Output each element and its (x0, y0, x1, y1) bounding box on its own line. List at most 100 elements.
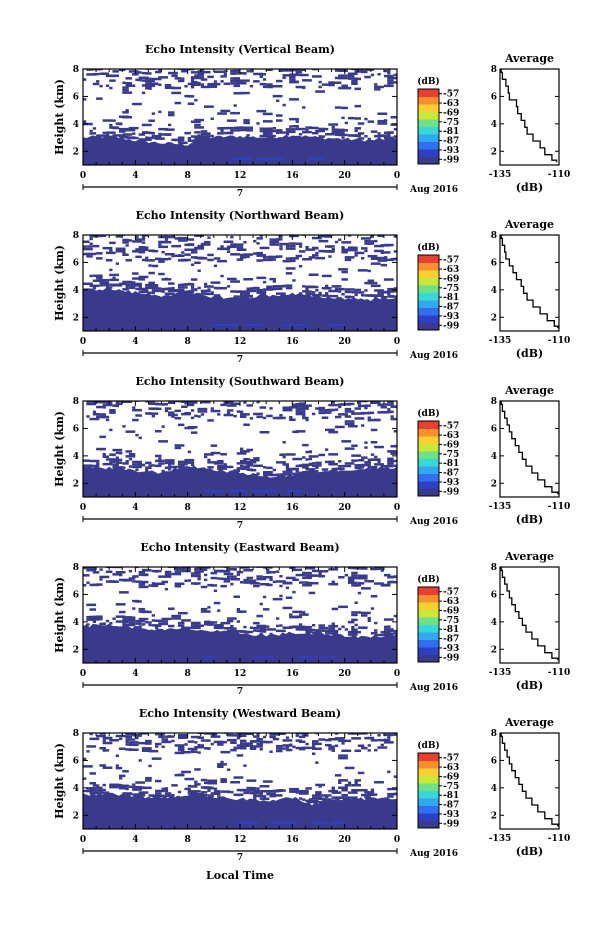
echo-cell (347, 295, 355, 299)
echo-cell (151, 624, 159, 627)
echo-cell (256, 472, 260, 475)
echo-noise (83, 567, 397, 637)
colorbar-tick-label: -57 (443, 754, 459, 764)
echo-cell (341, 270, 348, 274)
echo-cell (138, 733, 149, 735)
echo-cell (361, 614, 368, 617)
echo-region-lower (83, 623, 397, 663)
echo-cell (187, 243, 195, 246)
echo-cell (141, 290, 146, 294)
echo-cell (164, 253, 175, 256)
echo-cell (122, 88, 129, 92)
echo-cell (370, 255, 375, 258)
echo-cell (243, 791, 250, 795)
echo-cell (276, 114, 283, 117)
echo-cell (96, 617, 103, 621)
echo-cell (240, 410, 244, 414)
echo-cell (259, 627, 267, 630)
echo-cell (383, 243, 394, 247)
echo-cell (387, 401, 394, 404)
echo-strong-cell (256, 158, 272, 161)
echo-cell (223, 465, 234, 469)
echo-cell (279, 242, 290, 246)
echo-strong-cell (282, 822, 299, 825)
echo-cell (174, 751, 185, 755)
echo-cell (331, 81, 342, 84)
echo-cell (351, 82, 358, 85)
echo-cell (328, 453, 339, 456)
echo-cell (226, 790, 231, 794)
echo-cell (351, 444, 358, 447)
echo-cell (138, 625, 142, 628)
echo-cell (292, 472, 296, 476)
echo-cell (86, 603, 97, 607)
echo-cell (374, 748, 378, 752)
echo-cell (187, 69, 195, 71)
echo-cell (158, 462, 165, 465)
echo-cell (282, 455, 286, 459)
echo-cell (344, 256, 355, 259)
echo-cell (377, 460, 381, 463)
echo-cell (138, 741, 149, 745)
echo-region-lower (83, 287, 397, 331)
echo-cell (151, 291, 155, 295)
echo-cell (230, 280, 240, 283)
echo-cell (200, 289, 211, 293)
echo-cell (240, 460, 247, 463)
echo-cell (145, 412, 152, 415)
echo-cell (387, 736, 391, 739)
echo-cell (204, 567, 211, 569)
day-label: 7 (237, 521, 243, 531)
echo-cell (253, 794, 257, 798)
echo-cell (138, 607, 146, 611)
x-tick-label: 4 (132, 835, 138, 845)
echo-cell (92, 72, 100, 76)
echo-cell (262, 795, 267, 798)
echo-cell (249, 579, 257, 582)
echo-cell (351, 626, 355, 629)
echo-cell (115, 461, 123, 464)
echo-cell (223, 580, 231, 583)
echo-cell (351, 246, 358, 250)
echo-cell (171, 784, 178, 787)
echo-cell (171, 91, 182, 95)
echo-cell (361, 237, 371, 240)
echo-cell (272, 85, 283, 88)
echo-cell (213, 294, 221, 297)
echo-cell (380, 403, 384, 406)
echo-cell (115, 620, 126, 623)
echo-cell (377, 73, 381, 76)
echo-cell (190, 409, 195, 412)
echo-cell (383, 258, 394, 262)
echo-cell (308, 126, 319, 130)
echo-cell (155, 430, 162, 433)
echo-cell (125, 748, 132, 751)
echo-cell (200, 242, 205, 246)
echo-cell (197, 751, 201, 754)
profile-frame (499, 566, 560, 664)
echo-cell (148, 402, 159, 405)
echo-cell (305, 465, 309, 469)
echo-cell (155, 135, 162, 138)
y-tick-label: 8 (73, 231, 79, 241)
echo-cell (374, 621, 378, 625)
echo-cell (357, 401, 368, 403)
echo-cell (285, 596, 293, 599)
echo-cell (213, 790, 221, 793)
echo-cell (155, 70, 162, 74)
echo-cell (155, 459, 165, 463)
echo-cell (213, 787, 218, 791)
echo-cell (102, 413, 106, 416)
echo-cell (269, 733, 280, 736)
echo-cell (217, 259, 227, 263)
echo-cell (161, 617, 172, 621)
colorbar-swatch (418, 805, 439, 814)
echo-cell (298, 245, 303, 248)
echo-cell (204, 455, 208, 459)
echo-cell (354, 623, 358, 627)
echo-cell (168, 287, 172, 290)
echo-cell (289, 125, 293, 128)
echo-cell (83, 240, 90, 243)
echo-cell (361, 294, 365, 297)
echo-cell (351, 567, 358, 570)
